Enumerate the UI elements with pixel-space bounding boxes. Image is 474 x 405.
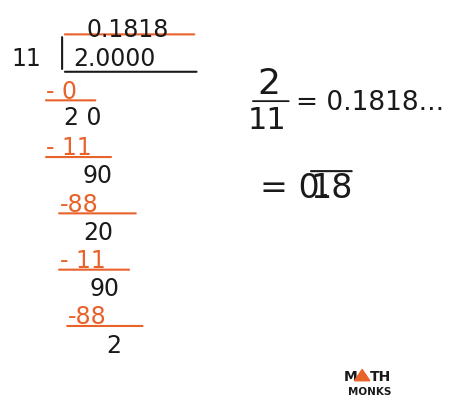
Text: 11: 11 [11,47,41,70]
Text: 20: 20 [84,221,114,245]
Text: M: M [343,371,357,384]
Text: 0.1818: 0.1818 [86,17,169,42]
Text: 11: 11 [247,106,286,134]
Polygon shape [355,369,370,381]
Text: 2 0: 2 0 [64,106,102,130]
Text: TH: TH [370,371,392,384]
Text: 2.0000: 2.0000 [73,47,156,70]
Text: MONKS: MONKS [348,387,391,397]
Text: - 0: - 0 [46,80,77,104]
Text: -88: -88 [68,305,107,329]
Text: - 11: - 11 [60,249,106,273]
Text: - 11: - 11 [46,136,92,160]
Text: -88: -88 [60,192,99,217]
Text: 90: 90 [82,164,112,188]
Text: 2: 2 [106,334,121,358]
Text: 2: 2 [257,67,281,101]
Text: = 0.: = 0. [260,172,330,205]
Text: 90: 90 [89,277,119,301]
Text: = 0.1818...: = 0.1818... [296,90,444,116]
Text: 18: 18 [311,172,353,205]
